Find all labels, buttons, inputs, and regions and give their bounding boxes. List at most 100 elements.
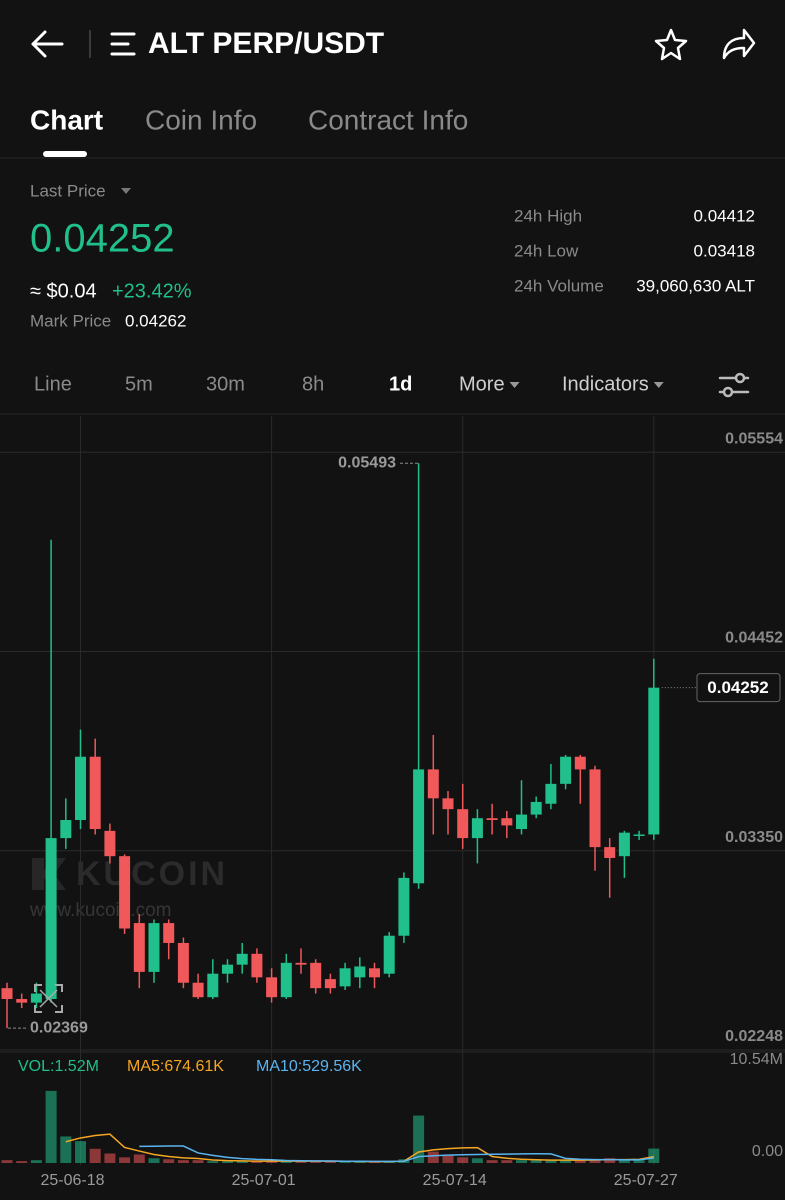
- stat-value: 0.04412: [694, 206, 755, 225]
- candle-body: [236, 953, 248, 965]
- volume-bar: [207, 1161, 219, 1163]
- candle-body: [30, 993, 42, 1003]
- candle-body: [457, 809, 469, 839]
- settings-icon[interactable]: [718, 372, 750, 398]
- candle-body: [177, 942, 189, 983]
- volume-legend: MA10:529.56K: [256, 1058, 362, 1075]
- candle-body: [192, 982, 204, 998]
- ma-line: [139, 1145, 654, 1163]
- interval-option[interactable]: 8h: [302, 373, 324, 395]
- candle-body: [119, 856, 131, 929]
- candle-body: [251, 953, 263, 978]
- usd-price: ≈ $0.04: [30, 280, 97, 302]
- chart: 25-06-18 25-07-01 25-07-14 25-07-27 0.05554 0…: [0, 416, 785, 1189]
- candle-body: [574, 756, 586, 770]
- x-tick-label: 25-07-27: [614, 1172, 678, 1189]
- volume-bar: [604, 1158, 616, 1163]
- candle-body: [383, 935, 395, 974]
- candle-body: [310, 962, 322, 989]
- volume-bar: [633, 1160, 645, 1163]
- watermark-brand: KUCOIN: [76, 855, 228, 893]
- volume-bar: [1, 1160, 13, 1163]
- dropdown-caret: [509, 382, 520, 388]
- volume-bar: [648, 1148, 660, 1163]
- candle-body: [222, 964, 233, 974]
- volume-bar: [589, 1159, 601, 1163]
- stat-label: 24h Low: [514, 241, 579, 260]
- volume-bar: [251, 1161, 263, 1163]
- candle-body: [516, 814, 527, 830]
- y-tick-label: 0.03350: [725, 829, 783, 846]
- interval-option[interactable]: 5m: [125, 373, 153, 395]
- tab[interactable]: Contract Info: [308, 104, 468, 135]
- volume-bar: [163, 1159, 175, 1163]
- candle-body: [633, 834, 645, 836]
- candle-body: [45, 838, 57, 1000]
- tab[interactable]: Chart: [30, 104, 103, 135]
- volume-bar: [236, 1161, 248, 1163]
- candle-body: [413, 769, 425, 884]
- candle-body: [354, 966, 366, 978]
- candle-body: [369, 968, 380, 978]
- last-price: 0.04252: [30, 217, 175, 261]
- dropdown-caret: [121, 188, 131, 194]
- interval-option[interactable]: 30m: [206, 373, 245, 395]
- candle-body: [398, 877, 410, 936]
- interval-option[interactable]: Indicators: [562, 373, 649, 395]
- volume-bar: [266, 1161, 278, 1163]
- volume-bar: [60, 1136, 72, 1163]
- volume-bar: [310, 1161, 322, 1163]
- candle-body: [471, 818, 483, 839]
- volume-bar: [295, 1161, 307, 1163]
- volume-legend: MA5:674.61K: [127, 1058, 224, 1075]
- candle-body: [501, 818, 513, 826]
- stat-label: 24h High: [514, 206, 582, 225]
- volume-bar: [133, 1154, 145, 1163]
- candle-body: [266, 977, 278, 998]
- volume-bar: [486, 1160, 498, 1163]
- high-annotation: 0.05493: [338, 454, 396, 471]
- interval-option[interactable]: Line: [34, 373, 72, 395]
- fullscreen-icon[interactable]: [34, 984, 63, 1013]
- volume-tick-label: 0.00: [752, 1143, 783, 1160]
- volume-bar: [339, 1162, 351, 1163]
- x-tick-label: 25-07-01: [232, 1172, 296, 1189]
- candle-body: [1, 988, 13, 1000]
- mark-price: 0.04262: [125, 311, 186, 330]
- candle-body: [589, 769, 601, 848]
- watermark-url: www.kucoin.com: [29, 900, 172, 921]
- candle-body: [618, 832, 630, 857]
- volume-bar: [354, 1162, 366, 1163]
- volume-bar: [324, 1161, 336, 1163]
- candle-body: [133, 923, 145, 972]
- x-tick-label: 25-07-14: [423, 1172, 487, 1189]
- volume-tick-label: 10.54M: [730, 1051, 783, 1068]
- share-button[interactable]: [722, 28, 756, 60]
- candle-body: [207, 973, 219, 998]
- back-button[interactable]: [31, 30, 64, 58]
- candle-body: [339, 968, 351, 987]
- candle-body: [163, 923, 175, 943]
- volume-bar: [618, 1160, 630, 1163]
- volume-bar: [89, 1148, 101, 1163]
- volume-bar: [501, 1160, 513, 1163]
- favorite-star[interactable]: [654, 28, 688, 61]
- y-tick-label: 0.04452: [725, 630, 783, 647]
- low-annotation: 0.02369: [30, 1019, 88, 1036]
- volume-bar: [574, 1160, 586, 1163]
- volume-bar: [471, 1158, 483, 1163]
- volume-bar: [75, 1141, 86, 1163]
- volume-bar: [560, 1160, 572, 1163]
- last-price-tag: 0.04252: [707, 678, 768, 697]
- interval-option[interactable]: 1d: [389, 373, 412, 395]
- volume-bar: [427, 1151, 439, 1163]
- interval-option[interactable]: More: [459, 373, 505, 395]
- volume-bar: [30, 1160, 42, 1163]
- menu-icon[interactable]: [110, 32, 136, 56]
- y-tick-label: 0.02248: [725, 1028, 783, 1045]
- volume-bar: [545, 1160, 557, 1163]
- stats: 24h High 0.04412 24h Low 0.03418 24h Volume 3…: [514, 206, 755, 295]
- tab[interactable]: Coin Info: [145, 104, 257, 135]
